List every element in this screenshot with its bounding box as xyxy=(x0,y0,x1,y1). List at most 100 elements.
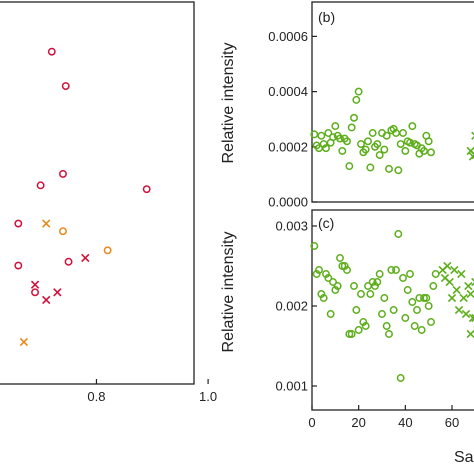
panel-c-x-tick-label: 0 xyxy=(308,415,315,430)
panel-c-point-1-10-stroke xyxy=(461,309,471,319)
panel-c-point-1-5-stroke xyxy=(450,265,459,275)
panel-c-point-0-11 xyxy=(336,254,344,262)
panel-a-marks xyxy=(14,47,151,347)
panel-c-point-0-48 xyxy=(422,294,431,302)
panel-b-point-0-34 xyxy=(389,124,398,133)
panel-b-point-0-4 xyxy=(319,140,328,148)
panel-c-point-0-44 xyxy=(413,306,421,314)
panel-a-point-1-4 xyxy=(59,227,67,236)
panel-c-y-tick-label: 0.002 xyxy=(275,299,308,314)
panel-c-point-0-19 xyxy=(354,326,363,334)
panel-b-point-0-9 xyxy=(331,122,340,131)
panel-c-point-0-17 xyxy=(350,282,358,290)
panel-b-y-axis-label: Relative intensity xyxy=(220,43,237,164)
panel-b-point-0-24 xyxy=(366,163,375,172)
panel-a-point-0-8 xyxy=(36,181,45,190)
panel-b-point-0-27 xyxy=(373,140,382,148)
panel-a-point-3-3-stroke xyxy=(19,337,29,347)
panel-b-point-0-15 xyxy=(345,162,354,171)
panel-a-point-2-4-stroke xyxy=(30,280,40,289)
panel-c-point-1-20-stroke xyxy=(471,313,474,318)
panel-c-point-1-14-stroke xyxy=(471,282,474,287)
panel-b-point-0-23 xyxy=(364,137,372,146)
panel-c-point-1-11 xyxy=(464,281,473,291)
panel-b-point-0-30 xyxy=(380,145,389,154)
panel-c-point-1-6 xyxy=(452,285,461,295)
panel-a-point-0-10 xyxy=(14,219,23,228)
panel-b-point-0-47 xyxy=(420,146,428,155)
panel-c-y-tick-label: 0.001 xyxy=(275,379,308,394)
panel-a-point-3-3 xyxy=(19,337,29,347)
panel-c-point-1-12 xyxy=(466,289,474,299)
panel-b-y-tick-label: 0.0004 xyxy=(268,84,308,99)
panel-c-point-0-42 xyxy=(408,298,417,306)
panel-b-label: (b) xyxy=(318,9,335,25)
panel-c-point-1-6-stroke xyxy=(452,285,461,295)
panel-c-point-1-22-stroke xyxy=(466,329,474,339)
panel-c-x-tick-label: 20 xyxy=(351,415,365,430)
panel-a-point-0-0 xyxy=(47,47,56,56)
panel-c-x-tick-label: 40 xyxy=(398,415,412,430)
panel-c-point-0-31 xyxy=(382,322,391,330)
panel-c-marks xyxy=(310,230,474,382)
panel-c-point-1-8 xyxy=(457,269,466,279)
panel-c-point-0-5 xyxy=(322,270,330,278)
panel-b-point-0-17 xyxy=(350,113,358,122)
panel-c-point-0-6 xyxy=(324,274,333,282)
panel-b-point-0-6 xyxy=(324,129,333,137)
panel-c: (c) Relative intensity Sa 0 20 40 60 0.001 0.… xyxy=(220,209,474,466)
panel-b-point-1-8-stroke xyxy=(471,150,474,155)
panel-c-point-0-51 xyxy=(429,282,438,290)
panel-b-point-0-39 xyxy=(401,146,410,155)
panel-c-point-1-2 xyxy=(443,261,452,271)
panel-c-point-0-4 xyxy=(319,294,328,302)
panel-b-point-0-16 xyxy=(347,123,356,132)
panel-b-point-1-0-stroke xyxy=(466,146,474,156)
panel-b-point-1-2-stroke xyxy=(471,135,474,140)
panel-a-point-1-2 xyxy=(103,246,112,255)
panel-b-point-0-41 xyxy=(406,138,414,147)
panel-b-point-0-18 xyxy=(352,95,361,104)
panel-c-point-0-21 xyxy=(359,318,368,326)
panel-c-point-1-22 xyxy=(466,329,474,339)
panel-c-point-0-41 xyxy=(406,270,414,278)
panel-c-point-0-2 xyxy=(315,266,323,274)
panel-c-point-0-32 xyxy=(385,330,393,338)
panel-a-point-0-20 xyxy=(31,288,40,297)
panel-a-x-ticks: 0.60.81.0 xyxy=(87,379,217,404)
panel-b-point-0-36 xyxy=(394,166,403,175)
panel-c-point-1-8-stroke xyxy=(457,269,466,279)
panel-c-y-tick-label: 0.003 xyxy=(275,219,308,234)
panel-b-point-0-19 xyxy=(354,87,363,96)
panel-b-point-0-37 xyxy=(396,140,405,148)
panel-b-y-ticks: 0.0000 0.0002 0.0004 0.0006 xyxy=(268,29,317,210)
panel-b-frame xyxy=(311,1,474,203)
panel-c-point-1-14 xyxy=(471,277,474,287)
panel-b-point-1-2 xyxy=(471,131,474,140)
panel-c-point-1-9-stroke xyxy=(459,293,468,303)
panel-b-point-0-14 xyxy=(343,137,351,146)
panel-b-point-1-8-stroke xyxy=(471,155,474,160)
panel-c-point-1-4 xyxy=(447,293,457,303)
panel-c-point-0-18 xyxy=(352,306,361,314)
panel-b-point-0-31 xyxy=(382,131,391,140)
panel-c-point-0-38 xyxy=(399,274,407,282)
panel-c-point-1-7-stroke xyxy=(454,305,464,315)
panel-b-point-0-25 xyxy=(368,129,377,137)
panel-c-point-1-20-stroke xyxy=(471,318,474,323)
panel-c-point-0-20 xyxy=(357,290,365,298)
panel-a-point-2-5 xyxy=(42,295,51,305)
panel-c-point-1-7 xyxy=(454,305,464,315)
panel-a-frame xyxy=(0,1,195,385)
panel-c-point-0-36 xyxy=(394,230,403,238)
panel-b-point-0-0 xyxy=(310,130,319,139)
panel-b-y-tick-label: 0.0006 xyxy=(268,29,308,44)
panel-b: (b) Relative intensity 0.00000.00020.000… xyxy=(220,1,474,210)
panel-c-point-0-10 xyxy=(333,282,342,290)
panel-c-x-tick-label: 60 xyxy=(445,415,459,430)
panel-b-point-0-38 xyxy=(399,129,407,137)
panel-c-point-0-1 xyxy=(312,270,321,278)
panel-b-y-tick-label: 0.0002 xyxy=(268,139,308,154)
panel-c-point-0-39 xyxy=(401,314,410,322)
